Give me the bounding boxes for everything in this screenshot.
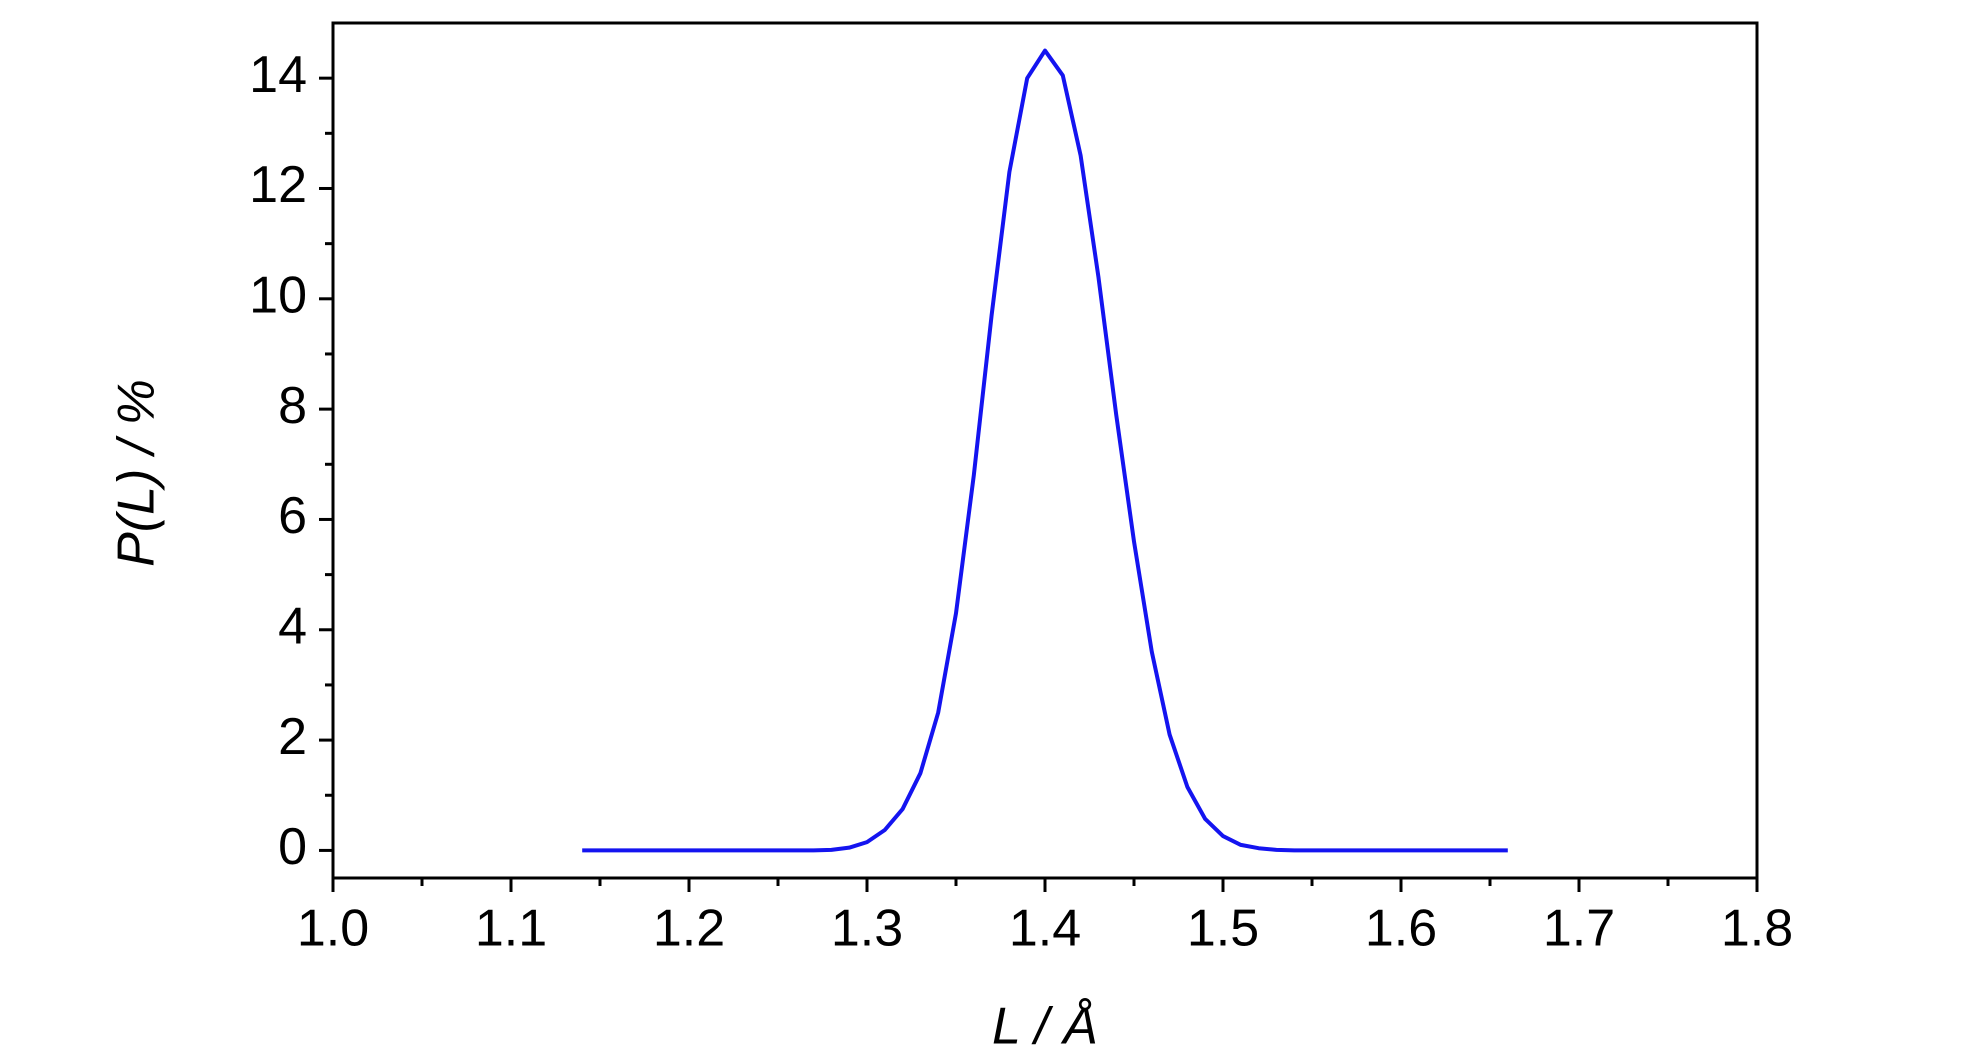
data-line <box>582 48 1508 853</box>
x-tick-label: 1.2 <box>653 900 725 958</box>
x-tick-label: 1.7 <box>1543 900 1615 958</box>
x-tick-label: 1.0 <box>297 900 369 958</box>
y-tick-label: 0 <box>278 818 307 876</box>
y-tick-label: 4 <box>278 598 307 656</box>
y-tick-label: 2 <box>278 708 307 766</box>
x-tick-label: 1.4 <box>1009 900 1081 958</box>
y-tick-label: 10 <box>249 267 307 325</box>
x-tick-label: 1.8 <box>1721 900 1793 958</box>
y-tick-label: 14 <box>249 46 307 104</box>
y-tick-label: 8 <box>278 377 307 435</box>
y-axis-label: P(L) / % <box>108 379 166 567</box>
x-tick-label: 1.1 <box>475 900 547 958</box>
y-tick-label: 12 <box>249 156 307 214</box>
y-tick-label: 6 <box>278 487 307 545</box>
x-tick-label: 1.3 <box>831 900 903 958</box>
x-tick-label: 1.6 <box>1365 900 1437 958</box>
x-axis-label: L / Å <box>992 998 1098 1056</box>
x-tick-label: 1.5 <box>1187 900 1259 958</box>
plot-frame <box>331 21 1759 880</box>
